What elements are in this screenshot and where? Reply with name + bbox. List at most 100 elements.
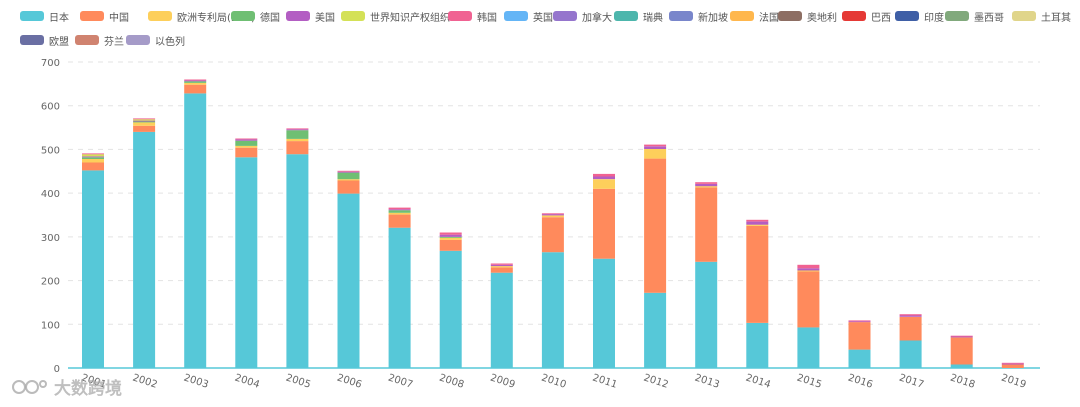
bar-segment[interactable] bbox=[644, 146, 667, 149]
bar-segment[interactable] bbox=[439, 239, 462, 251]
bar-segment[interactable] bbox=[695, 187, 718, 262]
bar-segment[interactable] bbox=[644, 144, 667, 147]
bar-segment[interactable] bbox=[899, 316, 922, 341]
bar-segment[interactable] bbox=[286, 138, 309, 142]
bar-segment[interactable] bbox=[797, 270, 820, 272]
bar-segment[interactable] bbox=[848, 320, 871, 322]
bar-segment[interactable] bbox=[797, 271, 820, 328]
bar-segment[interactable] bbox=[490, 264, 513, 267]
bar-segment[interactable] bbox=[848, 322, 871, 350]
bar-segment[interactable] bbox=[337, 170, 360, 172]
legend-item[interactable]: 芬兰 bbox=[75, 33, 124, 48]
legend-item[interactable]: 巴西 bbox=[842, 9, 891, 24]
bar-segment[interactable] bbox=[899, 315, 922, 317]
legend-item[interactable]: 墨西哥 bbox=[945, 9, 1004, 24]
bar-segment[interactable] bbox=[286, 130, 309, 139]
bar-segment[interactable] bbox=[388, 209, 411, 211]
bar-segment[interactable] bbox=[337, 180, 360, 194]
bar-segment[interactable] bbox=[490, 272, 513, 368]
bar-segment[interactable] bbox=[541, 215, 564, 218]
bar-segment[interactable] bbox=[82, 157, 104, 159]
legend-item[interactable]: 加拿大 bbox=[553, 9, 612, 24]
bar-segment[interactable] bbox=[82, 162, 104, 171]
bar-segment[interactable] bbox=[644, 292, 667, 368]
bar-segment[interactable] bbox=[82, 156, 104, 158]
legend-item[interactable]: 新加坡 bbox=[669, 9, 728, 24]
legend-item[interactable]: 印度 bbox=[895, 9, 944, 24]
bar-segment[interactable] bbox=[184, 93, 207, 369]
bar-segment[interactable] bbox=[1001, 362, 1024, 364]
bar-segment[interactable] bbox=[695, 261, 718, 368]
bar-segment[interactable] bbox=[439, 236, 462, 238]
bar-segment[interactable] bbox=[184, 79, 207, 81]
bar-segment[interactable] bbox=[337, 179, 360, 181]
bar-segment[interactable] bbox=[899, 340, 922, 369]
bar-segment[interactable] bbox=[490, 266, 513, 268]
bar-segment[interactable] bbox=[133, 120, 156, 122]
bar-segment[interactable] bbox=[950, 364, 973, 369]
bar-segment[interactable] bbox=[746, 225, 769, 323]
bar-segment[interactable] bbox=[490, 267, 513, 273]
bar-segment[interactable] bbox=[184, 81, 207, 83]
bar-segment[interactable] bbox=[286, 141, 309, 155]
legend-item[interactable]: 土耳其 bbox=[1012, 9, 1071, 24]
legend-item[interactable]: 奥地利 bbox=[778, 9, 837, 24]
bar-segment[interactable] bbox=[133, 118, 156, 120]
legend-item[interactable]: 世界知识产权组织 bbox=[341, 9, 450, 24]
bar-segment[interactable] bbox=[1001, 363, 1024, 365]
bar-segment[interactable] bbox=[593, 188, 615, 259]
bar-segment[interactable] bbox=[133, 121, 156, 123]
bar-segment[interactable] bbox=[593, 176, 615, 180]
bar-segment[interactable] bbox=[286, 129, 309, 131]
bar-segment[interactable] bbox=[388, 210, 411, 213]
bar-segment[interactable] bbox=[184, 84, 207, 94]
bar-segment[interactable] bbox=[235, 138, 258, 140]
bar-segment[interactable] bbox=[746, 219, 769, 222]
legend-item[interactable]: 瑞典 bbox=[614, 9, 663, 24]
bar-segment[interactable] bbox=[695, 184, 718, 187]
legend-item[interactable]: 美国 bbox=[286, 9, 335, 24]
legend-item[interactable]: 日本 bbox=[20, 9, 69, 24]
bar-segment[interactable] bbox=[235, 139, 258, 141]
bar-segment[interactable] bbox=[593, 258, 615, 368]
bar-segment[interactable] bbox=[439, 237, 462, 240]
bar-segment[interactable] bbox=[593, 173, 615, 177]
bar-segment[interactable] bbox=[439, 234, 462, 237]
bar-segment[interactable] bbox=[439, 250, 462, 368]
bar-segment[interactable] bbox=[337, 193, 360, 368]
legend-item[interactable]: 德国 bbox=[231, 9, 280, 24]
bar-segment[interactable] bbox=[950, 337, 973, 365]
bar-segment[interactable] bbox=[82, 159, 104, 163]
bar-segment[interactable] bbox=[82, 170, 104, 368]
legend-item[interactable]: 以色列 bbox=[126, 33, 185, 48]
bar-segment[interactable] bbox=[848, 321, 871, 323]
bar-segment[interactable] bbox=[235, 147, 258, 158]
bar-segment[interactable] bbox=[388, 227, 411, 368]
bar-segment[interactable] bbox=[644, 149, 667, 159]
bar-segment[interactable] bbox=[388, 207, 411, 210]
legend-item[interactable]: 法国 bbox=[730, 9, 779, 24]
bar-segment[interactable] bbox=[746, 323, 769, 368]
bar-segment[interactable] bbox=[797, 268, 820, 271]
bar-segment[interactable] bbox=[541, 214, 564, 216]
bar-segment[interactable] bbox=[82, 153, 104, 155]
bar-segment[interactable] bbox=[950, 335, 973, 337]
bar-segment[interactable] bbox=[133, 122, 156, 126]
bar-segment[interactable] bbox=[593, 179, 615, 189]
legend-item[interactable]: 欧盟 bbox=[20, 33, 69, 48]
bar-segment[interactable] bbox=[337, 171, 360, 173]
bar-segment[interactable] bbox=[797, 327, 820, 368]
bar-segment[interactable] bbox=[337, 172, 360, 180]
bar-segment[interactable] bbox=[1001, 364, 1024, 369]
bar-segment[interactable] bbox=[82, 154, 104, 157]
bar-segment[interactable] bbox=[541, 213, 564, 215]
bar-segment[interactable] bbox=[133, 125, 156, 132]
bar-segment[interactable] bbox=[695, 186, 718, 188]
bar-segment[interactable] bbox=[797, 264, 820, 269]
bar-segment[interactable] bbox=[388, 214, 411, 228]
bar-segment[interactable] bbox=[133, 131, 156, 368]
bar-segment[interactable] bbox=[899, 314, 922, 316]
bar-segment[interactable] bbox=[644, 158, 667, 293]
bar-segment[interactable] bbox=[286, 154, 309, 368]
bar-segment[interactable] bbox=[746, 224, 769, 226]
